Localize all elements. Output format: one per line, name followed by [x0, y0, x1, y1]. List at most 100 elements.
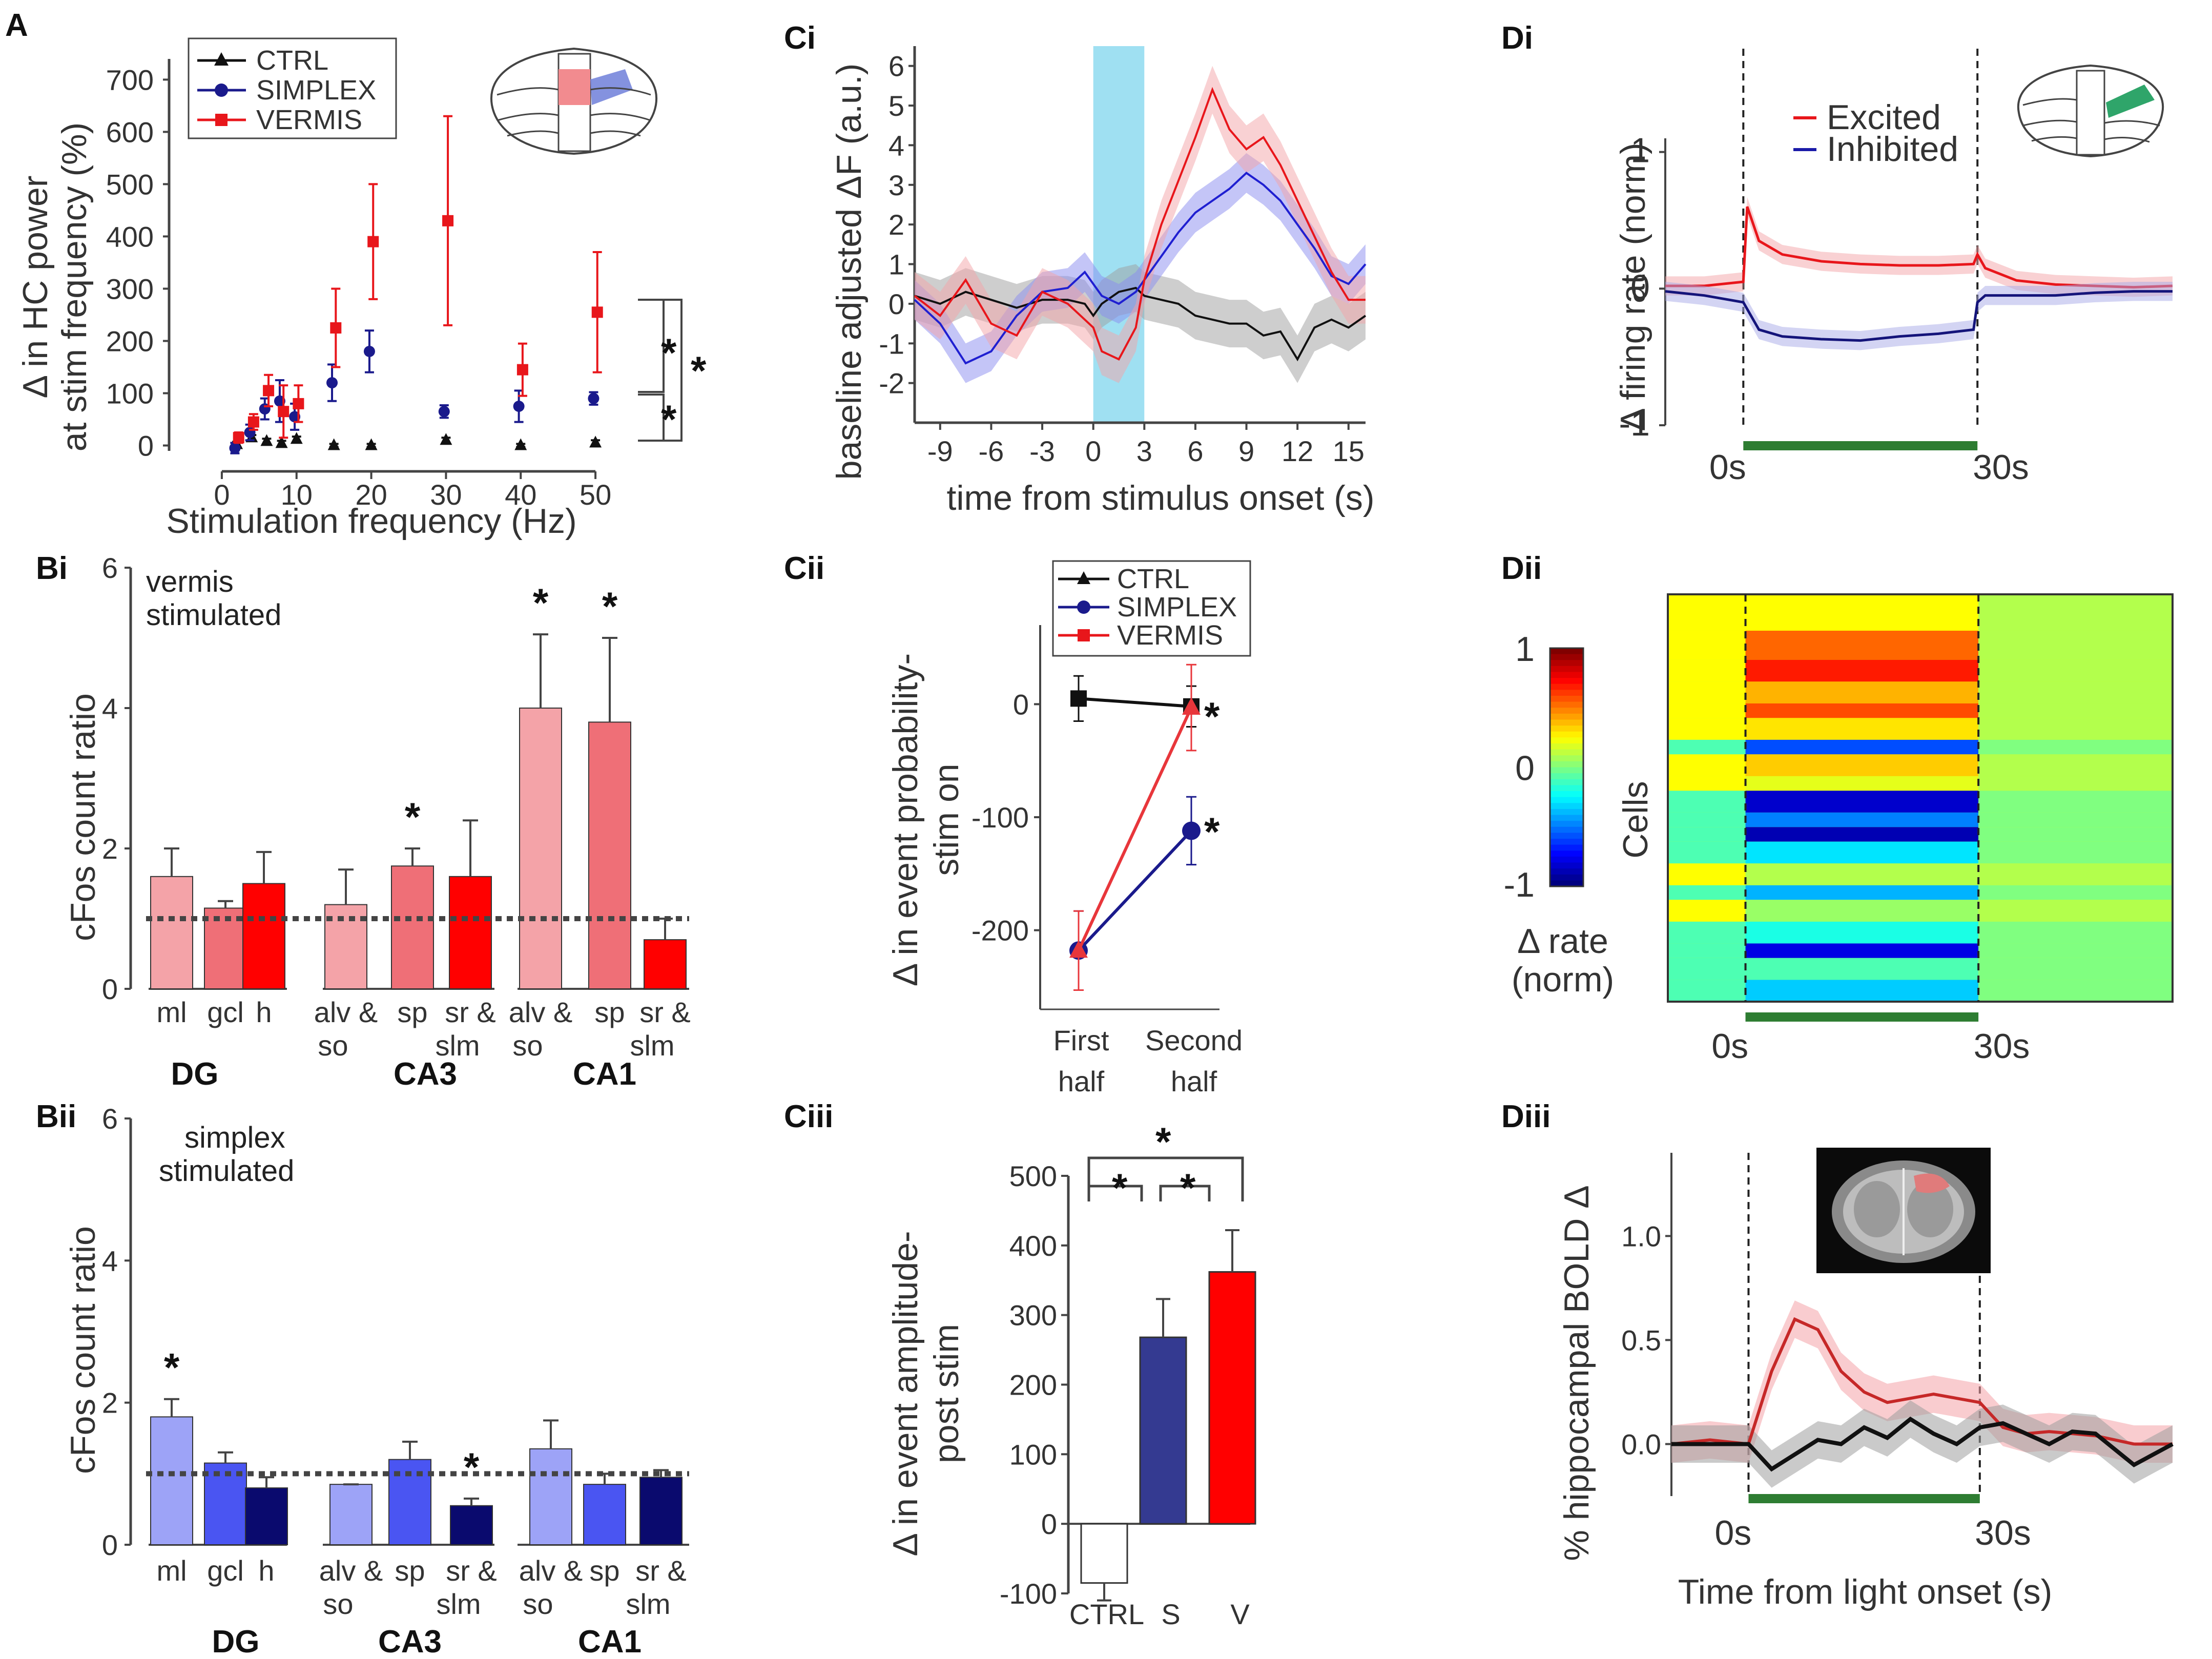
x-tick-label-a: 40 — [505, 479, 536, 511]
y-tick-label: 2 — [102, 1387, 118, 1419]
colorbar-segment — [1550, 654, 1583, 661]
bar — [450, 1505, 493, 1546]
star-ciii-ctrl-s: * — [1112, 1165, 1128, 1210]
x-tick-label-dii: 30s — [1974, 1027, 2030, 1066]
ticks-a: 0 100 200 300 400 500 600 700 0 10 20 30 40 50 — [106, 64, 612, 511]
heatmap-cell-stim — [1745, 943, 1979, 958]
x-tick-label: gcl — [207, 1554, 244, 1587]
y-tick-label: 4 — [102, 692, 118, 724]
x-tick-label-ciii: CTRL — [1069, 1598, 1144, 1630]
significance-brackets-ciii: * * * — [1087, 1119, 1244, 1210]
y-tick-label-a: 600 — [106, 116, 154, 148]
group-label-ca1-bii: CA1 — [578, 1624, 642, 1659]
heatmap-cell-post — [1978, 594, 2173, 631]
heatmap-cell-stim — [1745, 718, 1979, 740]
x-tick-label: alv & — [509, 996, 573, 1028]
annotation-bii-line2: stimulated — [159, 1154, 294, 1188]
colorbar-segment — [1550, 868, 1583, 875]
data-point-ctrl — [327, 438, 340, 450]
bar — [644, 939, 687, 989]
heatmap-cell-stim — [1745, 900, 1979, 922]
x-tick-label: ml — [156, 996, 187, 1028]
y-tick-label-ci: 2 — [888, 209, 904, 241]
panel-label-di: Di — [1501, 20, 1533, 56]
significance-star: * — [164, 1345, 180, 1390]
data-point-ctrl — [365, 438, 378, 450]
x-tick-label: sr & — [635, 1554, 687, 1587]
colorbar-segment — [1550, 666, 1583, 673]
colorbar-segment — [1550, 683, 1583, 691]
series-line-simplex — [914, 172, 1367, 365]
heatmap-cell-baseline — [1668, 900, 1746, 922]
colorbar-segment — [1550, 719, 1583, 727]
panel-diii: Diii 0.0 0.5 1.0 0s 30s Time from light onse… — [1501, 1099, 2174, 1611]
colorbar-segment — [1550, 773, 1583, 780]
bar-ciii — [1208, 1271, 1256, 1525]
heatmap-cell-baseline — [1668, 885, 1746, 900]
colorbar-segment — [1550, 844, 1583, 852]
colorbar-segment — [1550, 755, 1583, 762]
x-tick-label: sp — [397, 996, 427, 1028]
heatmap-cell-post — [1978, 958, 2173, 980]
x-tick-label: sr & — [639, 996, 691, 1028]
y-tick-label: 0 — [102, 973, 118, 1005]
colorbar-segment — [1550, 803, 1583, 810]
x-tick-label: slm — [436, 1588, 481, 1620]
data-point-cii-simplex — [1182, 821, 1201, 840]
heatmap-cell-post — [1978, 863, 2173, 885]
error-band-simplex — [915, 153, 1366, 383]
heatmap-cell-post — [1978, 841, 2173, 864]
y-tick-label: 6 — [102, 1103, 118, 1135]
x-tick-label: alv & — [314, 996, 378, 1028]
x-tick-label: ml — [156, 1554, 187, 1587]
bar-ciii — [1080, 1523, 1128, 1584]
error-band-di — [1665, 282, 2173, 350]
annotation-bii-line1: simplex — [184, 1121, 285, 1154]
y-tick-label-ciii: 400 — [1009, 1230, 1057, 1262]
heatmap-cell-post — [1978, 681, 2173, 703]
x-tick-label-di: 0s — [1709, 448, 1746, 487]
legend-entry-simplex: SIMPLEX — [256, 75, 376, 106]
x-tick-label: slm — [630, 1029, 674, 1062]
panel-label-ci: Ci — [784, 20, 816, 56]
data-point-vermis — [278, 406, 290, 418]
cerebellum-icon-di — [2017, 64, 2164, 158]
x-tick-label-ci: 6 — [1187, 435, 1203, 467]
y-tick-label-ciii: 0 — [1041, 1508, 1057, 1540]
data-point-vermis — [516, 364, 528, 376]
colorbar-segment — [1550, 874, 1583, 881]
plot-cii: -200 -100 0 — [971, 625, 1219, 1010]
y-tick-label-a: 200 — [106, 325, 154, 357]
y-axis-label-bi: cFos count ratio — [64, 693, 102, 941]
star-cii-vermis: * — [1204, 694, 1220, 739]
data-point-simplex — [229, 442, 241, 454]
x-tick-label-a: 0 — [214, 479, 230, 511]
colorbar-segment — [1550, 851, 1583, 857]
y-axis-label-cii-line2: stim on — [927, 763, 966, 876]
error-band-diii — [1671, 1300, 2173, 1463]
x-tick-label-di: 30s — [1973, 448, 2029, 487]
heatmap-cell-stim — [1745, 703, 1979, 718]
colorbar-segment — [1550, 862, 1583, 869]
star-a-3: * — [661, 397, 677, 442]
group-label-ca3-bi: CA3 — [394, 1056, 457, 1092]
y-axis-label-ciii-line1: Δ in event amplitude- — [886, 1231, 925, 1556]
data-point-vermis — [330, 322, 342, 334]
data-point-vermis — [263, 385, 275, 397]
heatmap-cell-stim — [1745, 921, 1979, 944]
legend-cii-simplex-marker — [1077, 600, 1090, 614]
y-tick-label-ci: 1 — [888, 248, 904, 281]
y-tick-label-ci: -2 — [879, 367, 904, 400]
panel-label-bi: Bi — [36, 551, 68, 586]
heatmap-cell-baseline — [1668, 827, 1746, 842]
heatmap-cell-baseline — [1668, 754, 1746, 776]
x-tick-label: sr & — [445, 996, 496, 1028]
x-tick-cii-first-line2: half — [1058, 1065, 1105, 1097]
heatmap-cell-stim — [1745, 885, 1979, 900]
bar — [329, 1484, 373, 1545]
y-tick-label-a: 0 — [138, 429, 154, 462]
bar — [245, 1487, 288, 1545]
x-tick-label-ciii: S — [1161, 1598, 1180, 1630]
star-ciii-s-v: * — [1180, 1165, 1196, 1210]
